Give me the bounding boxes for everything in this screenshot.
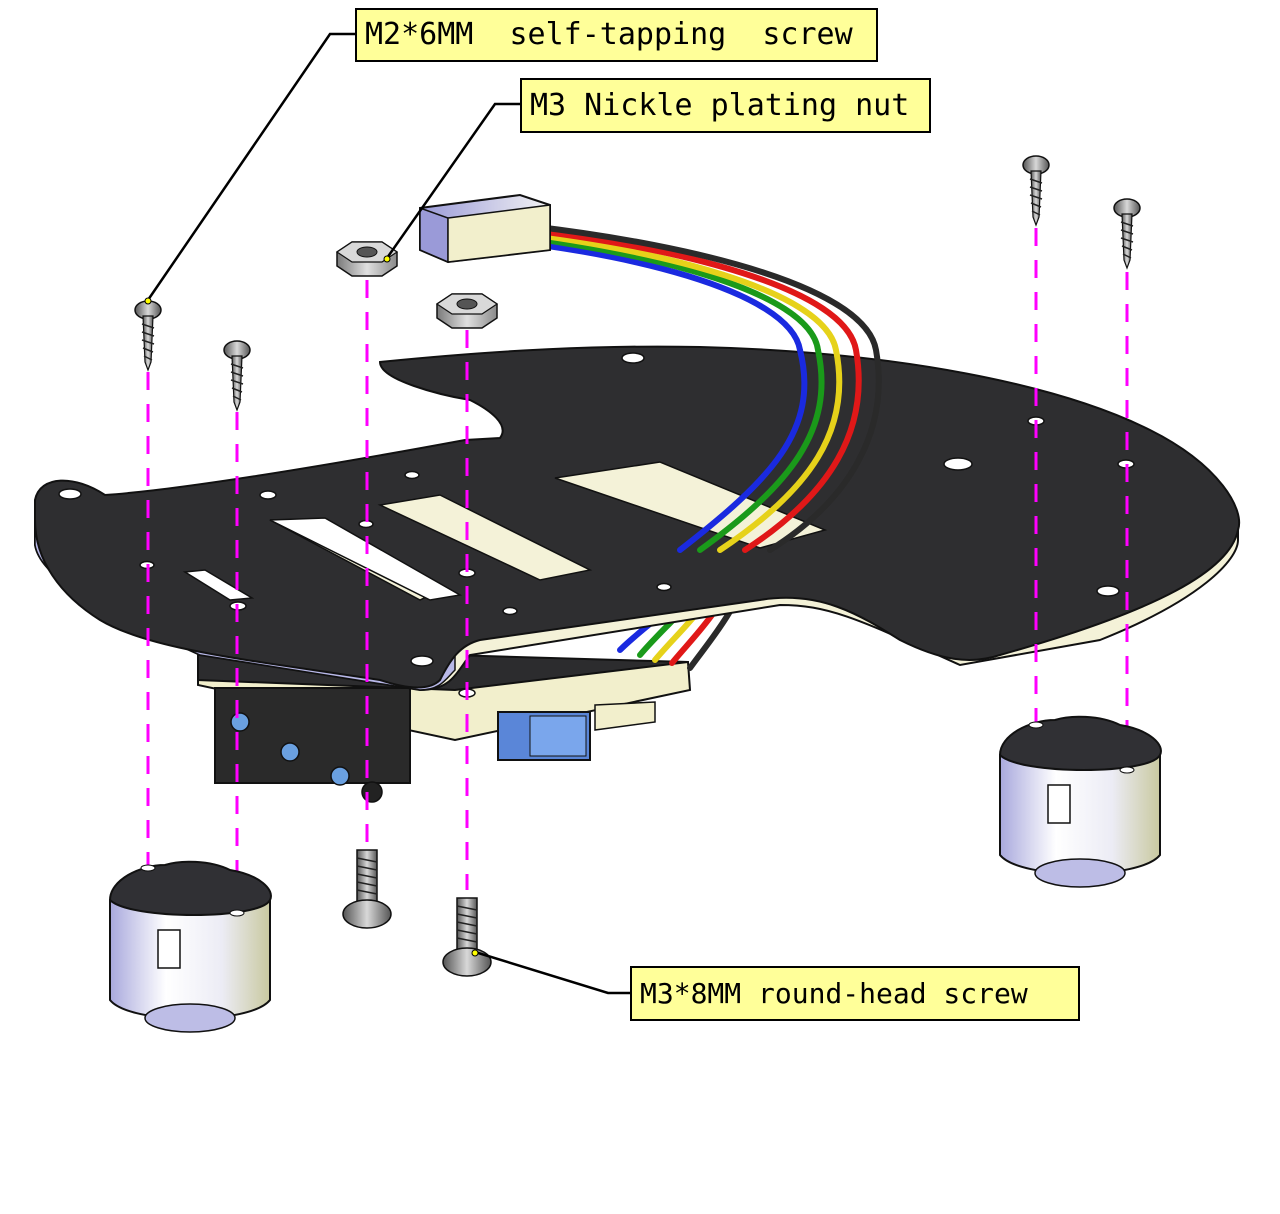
round-head-screw-icon: [342, 849, 492, 977]
alignment-guide-lines: [146, 228, 1129, 915]
leader-anchor-dots: [144, 255, 479, 957]
callout-self-tapping-screw: M2*6MM self-tapping screw: [355, 8, 878, 62]
self-tapping-screw-icon: [134, 155, 1141, 412]
wire-bundle-upper: [467, 223, 882, 553]
chassis-plate: [34, 345, 1241, 698]
caster-wheel-icon: [108, 715, 1162, 1033]
hex-nut-icon: [335, 241, 499, 329]
callout-round-head-screw: M3*8MM round-head screw: [630, 966, 1080, 1021]
wire-connector-icon: [419, 193, 551, 264]
leader-lines: [146, 32, 630, 995]
callout-nickel-nut: M3 Nickle plating nut: [520, 78, 931, 133]
